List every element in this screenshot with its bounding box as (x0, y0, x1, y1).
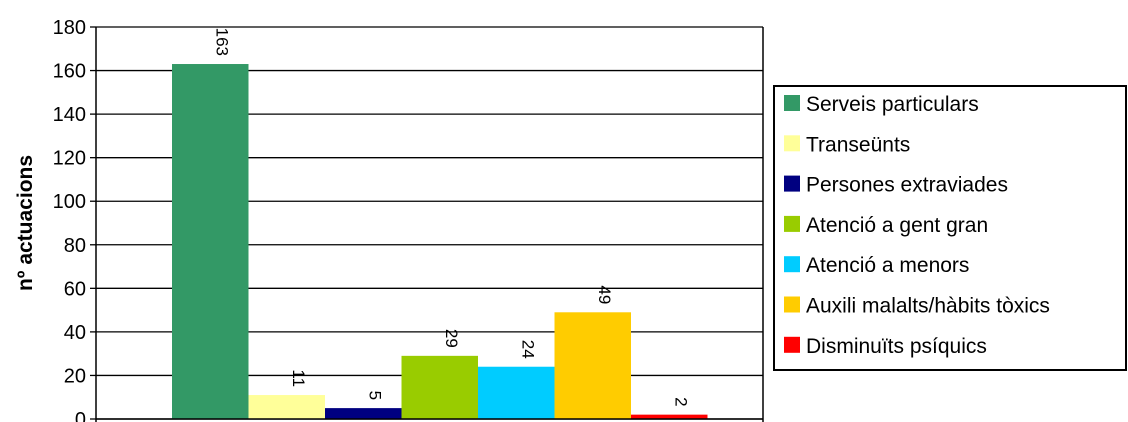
legend-label: Persones extraviades (806, 174, 1008, 197)
y-tick-label: 60 (64, 278, 86, 300)
axes: 0 20 40 60 80 100 120 140 160 180 (53, 17, 764, 422)
legend-swatch (784, 256, 800, 273)
legend-swatch (784, 95, 800, 111)
bar (631, 414, 708, 419)
legend-swatch (784, 336, 800, 353)
bar (325, 408, 402, 419)
bar-data-label: 5 (365, 391, 384, 400)
legend-label: Auxili malalts/hàbits tòxics (806, 295, 1050, 318)
bar (401, 355, 478, 419)
bar (554, 312, 631, 419)
bar-data-label: 2 (671, 397, 690, 406)
y-tick-label: 140 (53, 104, 86, 126)
y-tick-label: 120 (53, 148, 86, 170)
bar (248, 395, 325, 419)
bar-data-label: 11 (289, 369, 308, 387)
data-labels: 163 11 5 29 24 49 2 (212, 28, 690, 407)
legend-label: Disminuïts psíquics (806, 335, 987, 358)
bar-data-label: 49 (595, 285, 614, 304)
legend-box (773, 85, 1127, 371)
legend: Serveis particulars Transeünts Persones ex… (773, 85, 1127, 371)
bars (172, 64, 708, 420)
legend-label: Serveis particulars (806, 93, 979, 116)
y-tick-label: 80 (64, 235, 86, 257)
legend-swatch (784, 175, 800, 192)
legend-swatch (784, 215, 800, 232)
y-tick-label: 160 (53, 61, 86, 83)
y-tick-label: 0 (75, 409, 86, 422)
y-tick-label: 40 (64, 322, 86, 344)
y-tick-label: 100 (53, 191, 86, 213)
bar (172, 64, 249, 420)
y-tick-label: 20 (64, 365, 86, 387)
y-tick-label: 180 (53, 17, 86, 39)
legend-label: Transeünts (806, 133, 910, 156)
legend-label: Atenció a menors (806, 254, 969, 277)
legend-label: Atenció a gent gran (806, 214, 988, 237)
y-axis-title: nº actuacions (14, 155, 37, 291)
bar (478, 366, 555, 419)
bar-data-label: 163 (212, 28, 231, 56)
bar-data-label: 29 (442, 329, 461, 348)
legend-swatch (784, 296, 800, 313)
legend-swatch (784, 135, 800, 152)
bar-data-label: 24 (518, 340, 537, 359)
